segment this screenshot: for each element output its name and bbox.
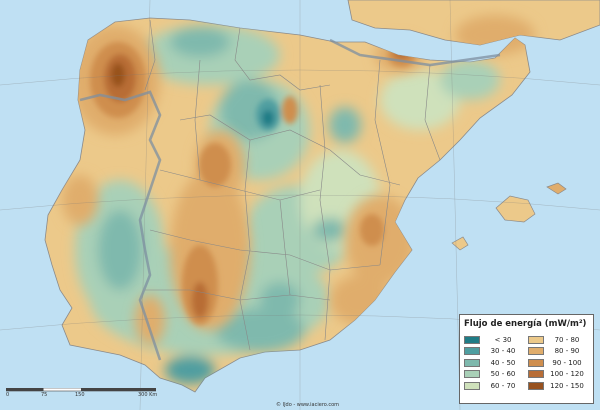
scale-bar xyxy=(6,388,156,392)
scale-tick-300: 300 Km xyxy=(138,392,158,398)
scale-tick-75: 75 xyxy=(41,392,48,398)
scale-tick-0: 0 xyxy=(6,392,10,398)
legend-item: 120 - 150 xyxy=(528,380,592,392)
scale-tick-150: 150 xyxy=(75,392,85,398)
legend-swatch xyxy=(528,358,544,367)
legend-swatch xyxy=(464,381,480,390)
international-borders xyxy=(79,38,501,361)
menorca xyxy=(546,182,567,195)
legend-label: 120 - 150 xyxy=(550,381,584,390)
legend-title: Flujo de energía (mW/m²) xyxy=(464,319,587,329)
legend-label: 100 - 120 xyxy=(550,370,584,379)
legend-label: 40 - 50 xyxy=(490,358,516,367)
legend-item: 70 - 80 xyxy=(528,334,592,346)
legend-label: 90 - 100 xyxy=(552,358,582,367)
legend-label: 70 - 80 xyxy=(554,335,580,344)
legend-item: 100 - 120 xyxy=(528,369,592,381)
legend-label: < 30 xyxy=(494,335,512,344)
mallorca xyxy=(495,195,536,223)
legend-swatch xyxy=(464,335,480,344)
legend: Flujo de energía (mW/m²) < 30 70 - 80 30 -… xyxy=(459,314,594,404)
credit: © IJdo - www.iaciero.com xyxy=(276,402,340,408)
islands xyxy=(451,182,567,251)
legend-item: 40 - 50 xyxy=(464,357,528,369)
legend-label: 30 - 40 xyxy=(490,347,516,356)
legend-item: 50 - 60 xyxy=(464,369,528,381)
legend-swatch xyxy=(528,335,544,344)
legend-label: 80 - 90 xyxy=(554,347,580,356)
legend-label: 50 - 60 xyxy=(490,370,516,379)
legend-swatch xyxy=(464,370,480,379)
legend-swatch xyxy=(528,381,544,390)
legend-item: < 30 xyxy=(464,334,528,346)
legend-swatch xyxy=(464,347,480,356)
legend-item: 60 - 70 xyxy=(464,380,528,392)
legend-item: 80 - 90 xyxy=(528,346,592,358)
legend-swatch xyxy=(528,347,544,356)
ibiza xyxy=(451,236,469,251)
legend-items: < 30 70 - 80 30 - 40 80 - 90 40 - 50 90 - 100… xyxy=(464,334,592,392)
legend-label: 60 - 70 xyxy=(490,381,516,390)
legend-swatch xyxy=(528,370,544,379)
province-borders xyxy=(144,19,441,351)
legend-swatch xyxy=(464,358,480,367)
legend-item: 30 - 40 xyxy=(464,346,528,358)
legend-item: 90 - 100 xyxy=(528,357,592,369)
